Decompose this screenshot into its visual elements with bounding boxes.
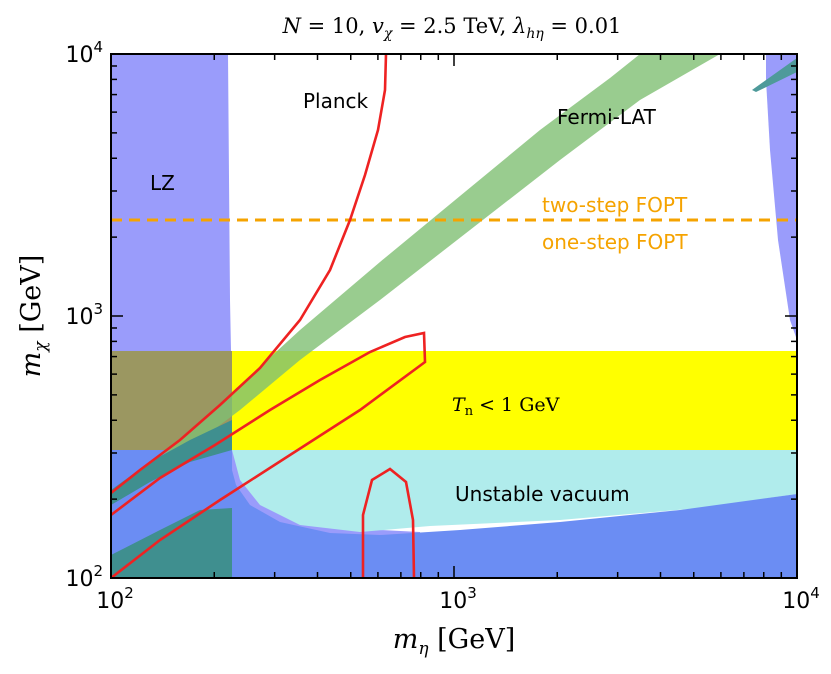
x-tick-label: 102 bbox=[96, 584, 134, 614]
unstable-deep-region bbox=[111, 470, 797, 578]
x-tick-label: 103 bbox=[439, 584, 477, 614]
lz-region-right bbox=[766, 54, 797, 340]
fermi-lat-teal-strip bbox=[111, 420, 232, 505]
x-tick-label: 104 bbox=[782, 584, 820, 614]
planck-curve-arch bbox=[361, 467, 416, 578]
y-tick-label: 103 bbox=[65, 300, 103, 330]
label-planck: Planck bbox=[303, 89, 369, 113]
y-tick-label: 102 bbox=[65, 562, 103, 592]
label-fermi: Fermi-LAT bbox=[557, 105, 657, 129]
axis-ticks: 102 103 104 102 103 104 bbox=[65, 38, 819, 614]
label-unstable: Unstable vacuum bbox=[455, 482, 630, 506]
label-two-step: two-step FOPT bbox=[542, 193, 688, 217]
unstable-vacuum-region bbox=[232, 450, 797, 532]
chart-title: N = 10, vχ = 2.5 TeV, λhη = 0.01 bbox=[282, 14, 622, 42]
fermi-lat-tip bbox=[752, 58, 797, 92]
label-lz: LZ bbox=[150, 171, 175, 195]
label-one-step: one-step FOPT bbox=[542, 230, 688, 254]
fermi-lat-region bbox=[111, 54, 720, 500]
fermi-lat-lower-teal bbox=[111, 508, 232, 578]
label-tn: Tn < 1 GeV bbox=[452, 394, 560, 419]
planck-curve-loop bbox=[111, 331, 427, 578]
tn-region bbox=[232, 351, 797, 450]
y-tick-label: 104 bbox=[65, 38, 103, 68]
planck-curve-main bbox=[111, 54, 388, 495]
plot-area bbox=[111, 54, 797, 578]
x-axis-label: mη [GeV] bbox=[393, 624, 516, 659]
y-axis-label: mχ [GeV] bbox=[16, 255, 51, 378]
